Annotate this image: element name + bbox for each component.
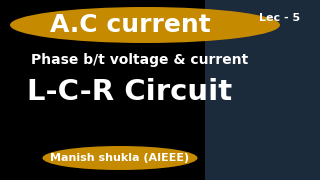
Text: A.C current: A.C current [50, 13, 210, 37]
Text: Phase b/t voltage & current: Phase b/t voltage & current [31, 53, 249, 67]
Bar [205, 0, 320, 180]
Text: Manish shukla (AIEEE): Manish shukla (AIEEE) [51, 153, 189, 163]
Ellipse shape [43, 146, 197, 170]
Ellipse shape [10, 7, 280, 43]
Text: Lec - 5: Lec - 5 [260, 13, 300, 23]
Text: L-C-R Circuit: L-C-R Circuit [28, 78, 233, 106]
